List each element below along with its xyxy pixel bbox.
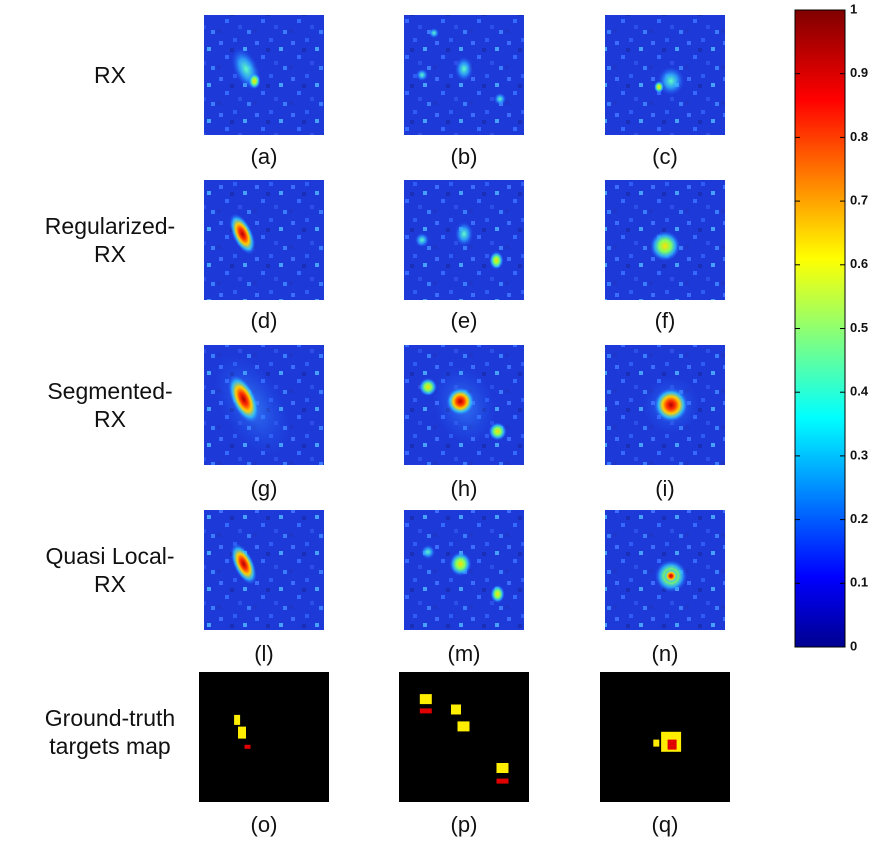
panel-image	[204, 15, 324, 135]
tick-label: 1	[850, 1, 857, 16]
tick-label: 0.8	[850, 129, 868, 144]
panel-caption: (h)	[451, 476, 478, 501]
panel-image	[600, 672, 730, 802]
target-region	[245, 745, 251, 749]
row-label: RX	[94, 406, 126, 432]
panel-caption: (p)	[451, 812, 478, 837]
panel-image	[404, 345, 524, 465]
tick-label: 0.1	[850, 575, 868, 590]
detection-blob	[654, 388, 688, 422]
panel-caption: (o)	[251, 812, 278, 837]
detection-blob	[449, 552, 471, 576]
panel-caption: (e)	[451, 308, 478, 333]
detection-blob	[494, 93, 506, 105]
panel-noise	[204, 15, 324, 135]
detection-blob	[421, 545, 435, 559]
panel-image	[605, 345, 725, 465]
target-region	[458, 721, 470, 731]
panel-image	[404, 180, 524, 300]
panel-noise	[204, 180, 324, 300]
tick-label: 0.4	[850, 384, 869, 399]
panel-caption: (a)	[251, 144, 278, 169]
panel-image	[605, 510, 725, 630]
panel-image	[204, 180, 324, 300]
target-region	[497, 779, 509, 784]
figure: RX(a)(b)(c)Regularized-RX(d)(e)(f)Segmen…	[0, 0, 874, 841]
row-label: Ground-truth	[45, 705, 175, 731]
target-region	[420, 708, 432, 713]
target-region	[653, 740, 659, 747]
panel-image	[199, 342, 324, 467]
panel-image	[404, 510, 524, 630]
panel-image	[399, 672, 529, 802]
detection-blob	[491, 585, 505, 603]
panel-image	[199, 672, 329, 802]
tick-label: 0.5	[850, 320, 868, 335]
detection-blob	[489, 422, 507, 440]
target-region	[497, 763, 509, 773]
row-label: targets map	[49, 733, 170, 759]
panel-background	[399, 672, 529, 802]
panel-noise	[204, 510, 324, 630]
target-region	[451, 705, 461, 715]
panel-caption: (q)	[652, 812, 679, 837]
target-region	[668, 740, 677, 750]
panel-caption: (n)	[652, 641, 679, 666]
tick-label: 0.6	[850, 256, 868, 271]
panel-background	[199, 672, 329, 802]
panel-image	[605, 180, 725, 300]
panel-image	[204, 510, 324, 630]
row-label: Quasi Local-	[45, 543, 174, 569]
detection-blob	[489, 251, 503, 269]
detection-blob	[429, 28, 439, 38]
panel-caption: (d)	[251, 308, 278, 333]
panel-image	[605, 15, 725, 135]
tick-label: 0.3	[850, 447, 868, 462]
row-label: Regularized-	[45, 213, 175, 239]
tick-label: 0.7	[850, 193, 868, 208]
row-label: RX	[94, 571, 126, 597]
panel-caption: (m)	[448, 641, 481, 666]
detection-blob	[446, 387, 474, 415]
row-label: Segmented-	[47, 378, 172, 404]
tick-label: 0.2	[850, 511, 868, 526]
panel-caption: (g)	[251, 476, 278, 501]
colorbar	[795, 10, 845, 647]
panel-image	[404, 15, 524, 135]
panel-caption: (i)	[655, 476, 675, 501]
detection-blob	[415, 233, 429, 247]
panel-caption: (c)	[652, 144, 678, 169]
tick-label: 0.9	[850, 65, 868, 80]
detection-blob	[416, 69, 428, 81]
detection-blob	[455, 222, 473, 246]
detection-blob	[650, 231, 680, 261]
detection-blob	[419, 378, 437, 396]
target-region	[234, 715, 240, 725]
detection-blob	[455, 57, 473, 81]
tick-label: 0	[850, 638, 857, 653]
row-label: RX	[94, 62, 126, 88]
target-region	[420, 694, 432, 704]
panel-caption: (l)	[254, 641, 274, 666]
detection-blob	[248, 73, 260, 89]
panel-caption: (f)	[655, 308, 676, 333]
panel-caption: (b)	[451, 144, 478, 169]
row-label: RX	[94, 241, 126, 267]
detection-blob	[664, 569, 678, 583]
detection-blob	[654, 81, 664, 93]
target-region	[238, 727, 246, 739]
